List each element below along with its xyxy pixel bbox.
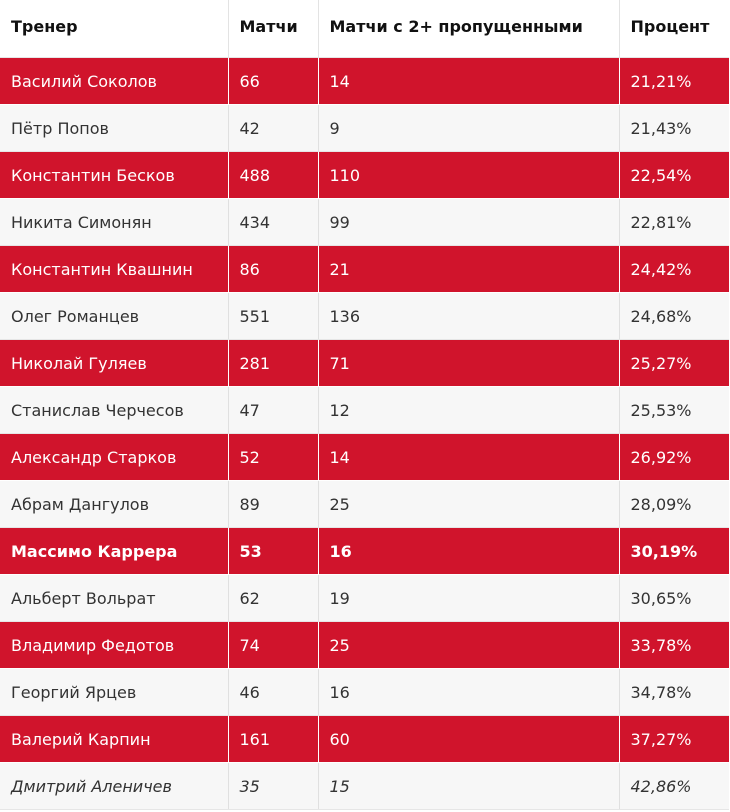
cell-coach: Пётр Попов: [0, 104, 229, 152]
cell-matches: 74: [228, 621, 319, 669]
cell-coach: Станислав Черчесов: [0, 386, 229, 434]
cell-coach: Валерий Карпин: [0, 715, 229, 763]
cell-matches: 89: [228, 480, 319, 528]
table-row: Василий Соколов 66 14 21,21%: [0, 57, 729, 105]
cell-matches-2plus: 60: [318, 715, 620, 763]
cell-percent: 34,78%: [619, 668, 729, 716]
cell-coach: Николай Гуляев: [0, 339, 229, 387]
table-row: Георгий Ярцев 46 16 34,78%: [0, 668, 729, 716]
table-header: Тренер Матчи Матчи с 2+ пропущенными Про…: [0, 0, 729, 58]
cell-percent: 25,53%: [619, 386, 729, 434]
cell-coach: Массимо Каррера: [0, 527, 229, 575]
table-row: Никита Симонян 434 99 22,81%: [0, 198, 729, 246]
cell-coach: Никита Симонян: [0, 198, 229, 246]
cell-matches: 53: [228, 527, 319, 575]
cell-matches-2plus: 25: [318, 621, 620, 669]
cell-percent: 22,81%: [619, 198, 729, 246]
cell-matches: 66: [228, 57, 319, 105]
table-row: Станислав Черчесов 47 12 25,53%: [0, 386, 729, 434]
cell-matches: 551: [228, 292, 319, 340]
header-percent: Процент: [619, 0, 729, 58]
cell-matches-2plus: 9: [318, 104, 620, 152]
table-row: Дмитрий Аленичев 35 15 42,86%: [0, 762, 729, 810]
table-row: Валерий Карпин 161 60 37,27%: [0, 715, 729, 763]
cell-matches: 488: [228, 151, 319, 199]
header-row: Тренер Матчи Матчи с 2+ пропущенными Про…: [0, 0, 729, 58]
cell-percent: 24,42%: [619, 245, 729, 293]
cell-matches-2plus: 136: [318, 292, 620, 340]
header-matches: Матчи: [228, 0, 319, 58]
header-matches-2plus: Матчи с 2+ пропущенными: [318, 0, 620, 58]
table-row: Константин Бесков 488 110 22,54%: [0, 151, 729, 199]
cell-coach: Георгий Ярцев: [0, 668, 229, 716]
cell-matches-2plus: 19: [318, 574, 620, 622]
cell-matches: 47: [228, 386, 319, 434]
cell-matches: 46: [228, 668, 319, 716]
cell-coach: Олег Романцев: [0, 292, 229, 340]
table-row: Альберт Вольрат 62 19 30,65%: [0, 574, 729, 622]
header-coach: Тренер: [0, 0, 229, 58]
cell-percent: 37,27%: [619, 715, 729, 763]
cell-percent: 25,27%: [619, 339, 729, 387]
cell-matches-2plus: 16: [318, 668, 620, 716]
cell-percent: 30,65%: [619, 574, 729, 622]
table-row: Абрам Дангулов 89 25 28,09%: [0, 480, 729, 528]
cell-matches: 52: [228, 433, 319, 481]
cell-matches-2plus: 21: [318, 245, 620, 293]
cell-percent: 33,78%: [619, 621, 729, 669]
cell-coach: Абрам Дангулов: [0, 480, 229, 528]
cell-coach: Владимир Федотов: [0, 621, 229, 669]
cell-matches-2plus: 99: [318, 198, 620, 246]
cell-percent: 30,19%: [619, 527, 729, 575]
cell-matches-2plus: 12: [318, 386, 620, 434]
cell-matches-2plus: 71: [318, 339, 620, 387]
table-row: Константин Квашнин 86 21 24,42%: [0, 245, 729, 293]
cell-percent: 42,86%: [619, 762, 729, 810]
cell-matches-2plus: 16: [318, 527, 620, 575]
cell-matches: 281: [228, 339, 319, 387]
cell-percent: 28,09%: [619, 480, 729, 528]
cell-coach: Александр Старков: [0, 433, 229, 481]
table-body: Василий Соколов 66 14 21,21% Пётр Попов 42 9 21…: [0, 57, 729, 810]
cell-matches: 434: [228, 198, 319, 246]
cell-percent: 24,68%: [619, 292, 729, 340]
table-row: Пётр Попов 42 9 21,43%: [0, 104, 729, 152]
cell-percent: 21,21%: [619, 57, 729, 105]
cell-matches: 86: [228, 245, 319, 293]
cell-matches: 62: [228, 574, 319, 622]
table-row: Владимир Федотов 74 25 33,78%: [0, 621, 729, 669]
cell-matches-2plus: 15: [318, 762, 620, 810]
cell-coach: Дмитрий Аленичев: [0, 762, 229, 810]
cell-percent: 22,54%: [619, 151, 729, 199]
cell-coach: Константин Квашнин: [0, 245, 229, 293]
cell-matches-2plus: 14: [318, 433, 620, 481]
cell-coach: Альберт Вольрат: [0, 574, 229, 622]
cell-coach: Константин Бесков: [0, 151, 229, 199]
cell-matches-2plus: 25: [318, 480, 620, 528]
cell-matches: 161: [228, 715, 319, 763]
cell-percent: 21,43%: [619, 104, 729, 152]
cell-percent: 26,92%: [619, 433, 729, 481]
cell-matches: 35: [228, 762, 319, 810]
cell-matches-2plus: 14: [318, 57, 620, 105]
cell-coach: Василий Соколов: [0, 57, 229, 105]
cell-matches-2plus: 110: [318, 151, 620, 199]
cell-matches: 42: [228, 104, 319, 152]
table-row: Олег Романцев 551 136 24,68%: [0, 292, 729, 340]
table-row: Массимо Каррера 53 16 30,19%: [0, 527, 729, 575]
table-row: Николай Гуляев 281 71 25,27%: [0, 339, 729, 387]
table-row: Александр Старков 52 14 26,92%: [0, 433, 729, 481]
